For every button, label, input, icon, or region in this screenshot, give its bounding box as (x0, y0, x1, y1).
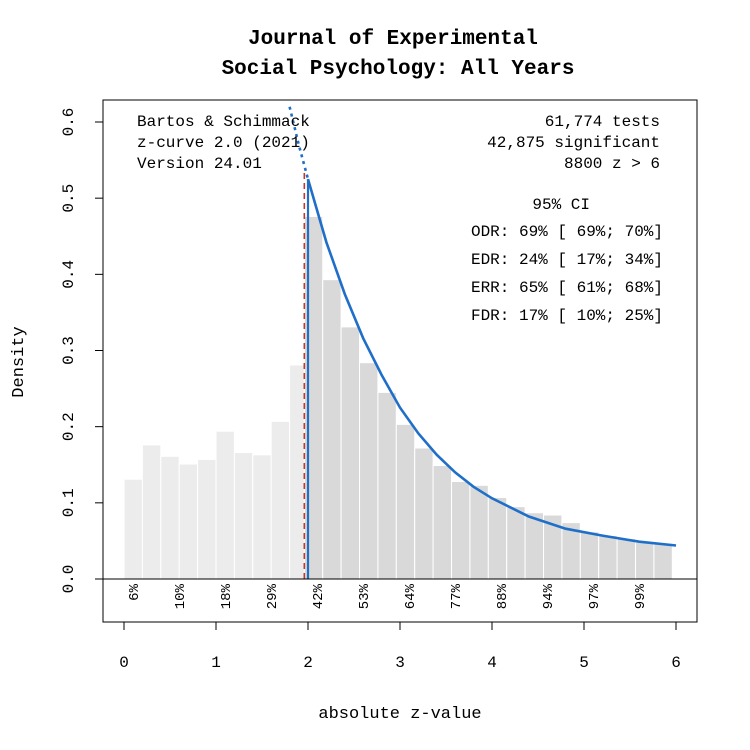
power-label: 99% (633, 583, 649, 609)
power-labels: 6% 10% 18% 29% 42% 53% 64% 77% 88% 94% 97% 99% (127, 583, 649, 609)
x-tick-label: 5 (579, 654, 589, 672)
power-label: 88% (495, 583, 511, 609)
x-axis-label: absolute z-value (318, 705, 481, 724)
bar-nonsignificant (141, 444, 162, 580)
bar-significant (340, 326, 361, 580)
x-tick-label: 4 (487, 654, 497, 672)
bar-nonsignificant (233, 452, 254, 580)
bar-significant (579, 531, 600, 580)
annotation-left-line: Version 24.01 (137, 155, 262, 173)
bar-nonsignificant (123, 478, 143, 580)
curve-layer (288, 106, 677, 579)
bar-nonsignificant (215, 430, 235, 580)
power-label: 64% (403, 583, 419, 609)
bar-nonsignificant (160, 455, 180, 580)
bar-significant (653, 542, 673, 580)
power-label: 42% (311, 583, 327, 609)
ci-row: FDR: 17% [ 10%; 25%] (471, 307, 663, 325)
ci-row: ODR: 69% [ 69%; 70%] (471, 223, 663, 241)
y-tick-label: 0.4 (60, 260, 78, 289)
annotation-right-line: 8800 z > 6 (564, 155, 660, 173)
x-tick-label: 2 (303, 654, 313, 672)
bar-significant (598, 535, 618, 580)
bar-significant (487, 497, 508, 580)
bar-significant (432, 465, 453, 580)
chart-title-line-2: Social Psychology: All Years (222, 58, 575, 81)
power-label: 97% (587, 583, 603, 609)
y-tick-label: 0.3 (60, 336, 78, 365)
ci-header: 95% CI (532, 196, 590, 214)
y-tick-label: 0.0 (60, 565, 78, 594)
bar-significant (616, 538, 637, 580)
x-tick-label: 0 (119, 654, 129, 672)
annotations: Bartos & Schimmack z-curve 2.0 (2021) Vers… (137, 113, 663, 325)
bar-significant (451, 481, 471, 580)
power-label: 6% (127, 583, 143, 600)
bar-significant (414, 447, 434, 580)
bar-nonsignificant (252, 454, 272, 580)
y-tick-label: 0.2 (60, 412, 78, 441)
power-label: 29% (265, 583, 281, 609)
power-label: 10% (173, 583, 189, 609)
annotation-left-line: z-curve 2.0 (2021) (137, 134, 310, 152)
bar-significant (322, 279, 342, 580)
chart-title-line-1: Journal of Experimental (248, 28, 538, 51)
x-tick-label: 3 (395, 654, 405, 672)
power-label: 77% (449, 583, 465, 609)
ci-row: EDR: 24% [ 17%; 34%] (471, 251, 663, 269)
ci-row: ERR: 65% [ 61%; 68%] (471, 279, 663, 297)
bar-nonsignificant (270, 420, 291, 580)
axes: 0 1 2 3 4 5 6 0.0 0.1 0.2 0.3 0.4 0.5 0.6 (60, 99, 698, 672)
bar-significant (359, 362, 379, 580)
zcurve-fit-line (306, 178, 677, 547)
bar-significant (635, 541, 655, 580)
bar-significant (524, 512, 545, 580)
y-tick-label: 0.6 (60, 108, 78, 137)
power-label: 53% (357, 583, 373, 609)
bar-significant (506, 506, 526, 580)
bar-significant (377, 391, 397, 580)
bar-significant (395, 423, 416, 580)
histogram-bars (123, 215, 673, 580)
bar-significant (469, 484, 489, 580)
y-tick-label: 0.5 (60, 184, 78, 213)
y-axis-label: Density (10, 326, 29, 397)
x-tick-label: 1 (211, 654, 221, 672)
bar-nonsignificant (178, 463, 199, 580)
y-tick-label: 0.1 (60, 488, 78, 517)
x-tick-label: 6 (671, 654, 681, 672)
annotation-right-line: 42,875 significant (487, 134, 660, 152)
annotation-left-line: Bartos & Schimmack (137, 113, 310, 131)
annotation-right-line: 61,774 tests (545, 113, 660, 131)
power-label: 94% (541, 583, 557, 609)
bar-nonsignificant (197, 458, 217, 580)
power-label: 18% (219, 583, 235, 609)
